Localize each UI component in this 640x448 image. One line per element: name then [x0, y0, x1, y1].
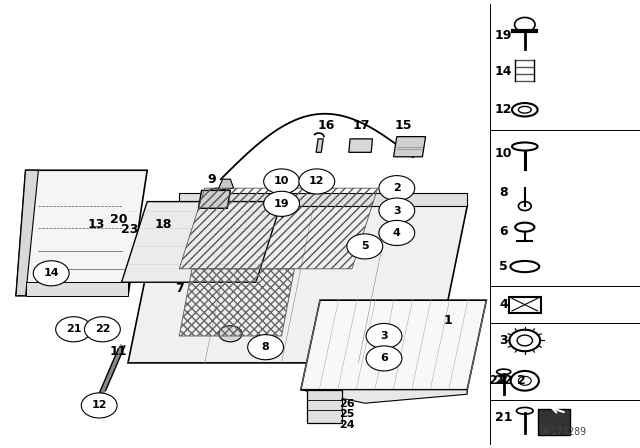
Polygon shape [307, 390, 342, 423]
Text: 19: 19 [495, 29, 513, 43]
Text: 22: 22 [488, 374, 506, 388]
Polygon shape [198, 190, 230, 208]
Polygon shape [16, 170, 147, 296]
Polygon shape [394, 137, 426, 157]
Polygon shape [301, 390, 467, 403]
Text: 25: 25 [339, 409, 355, 419]
Text: 6: 6 [499, 225, 508, 238]
Text: 22: 22 [95, 324, 110, 334]
Text: 2: 2 [499, 374, 508, 388]
Circle shape [379, 198, 415, 223]
Polygon shape [26, 282, 128, 296]
Text: 14: 14 [44, 268, 59, 278]
Text: 12: 12 [309, 177, 324, 186]
Text: 20: 20 [109, 213, 127, 226]
Circle shape [56, 317, 92, 342]
Text: 26: 26 [339, 399, 355, 409]
Text: 00173289: 00173289 [540, 427, 587, 437]
Text: 21: 21 [66, 324, 81, 334]
Polygon shape [218, 179, 234, 190]
Text: 3: 3 [393, 206, 401, 215]
Text: 3: 3 [380, 331, 388, 341]
Text: 19: 19 [274, 199, 289, 209]
Text: 3: 3 [499, 334, 508, 347]
Polygon shape [179, 193, 467, 206]
Text: 23: 23 [120, 223, 138, 237]
Circle shape [366, 323, 402, 349]
Text: 22: 22 [495, 374, 513, 388]
Text: 1: 1 [444, 314, 452, 327]
Polygon shape [128, 206, 467, 363]
Circle shape [379, 220, 415, 246]
Text: 4: 4 [499, 298, 508, 311]
Circle shape [264, 169, 300, 194]
Text: 16: 16 [317, 119, 335, 132]
Polygon shape [122, 202, 282, 282]
Polygon shape [316, 139, 323, 152]
Text: 14: 14 [495, 65, 513, 78]
Text: 2: 2 [393, 183, 401, 193]
Text: 10: 10 [274, 177, 289, 186]
Text: 15: 15 [394, 119, 412, 132]
Text: 8: 8 [499, 186, 508, 199]
Text: 18: 18 [154, 217, 172, 231]
Text: 12: 12 [92, 401, 107, 410]
Text: 2: 2 [517, 374, 526, 388]
Text: 5: 5 [361, 241, 369, 251]
Text: 11: 11 [109, 345, 127, 358]
FancyBboxPatch shape [538, 409, 570, 435]
Text: 5: 5 [499, 260, 508, 273]
Text: 9: 9 [207, 172, 216, 186]
Circle shape [299, 169, 335, 194]
Circle shape [81, 393, 117, 418]
Polygon shape [349, 139, 372, 152]
Circle shape [33, 261, 69, 286]
Text: 6: 6 [380, 353, 388, 363]
Circle shape [219, 326, 242, 342]
Text: 8: 8 [262, 342, 269, 352]
Circle shape [379, 176, 415, 201]
Circle shape [205, 188, 230, 206]
Text: 10: 10 [495, 146, 513, 160]
Circle shape [264, 191, 300, 216]
Circle shape [366, 346, 402, 371]
Circle shape [347, 234, 383, 259]
Text: 7: 7 [175, 282, 184, 296]
Text: 17: 17 [353, 119, 371, 132]
Polygon shape [301, 300, 486, 390]
Text: 21: 21 [495, 411, 513, 424]
Text: 24: 24 [339, 420, 355, 430]
Text: 4: 4 [393, 228, 401, 238]
Circle shape [88, 397, 111, 414]
Circle shape [84, 317, 120, 342]
Circle shape [248, 335, 284, 360]
Text: 13: 13 [87, 217, 105, 231]
Polygon shape [16, 170, 38, 296]
Text: 12: 12 [495, 103, 513, 116]
